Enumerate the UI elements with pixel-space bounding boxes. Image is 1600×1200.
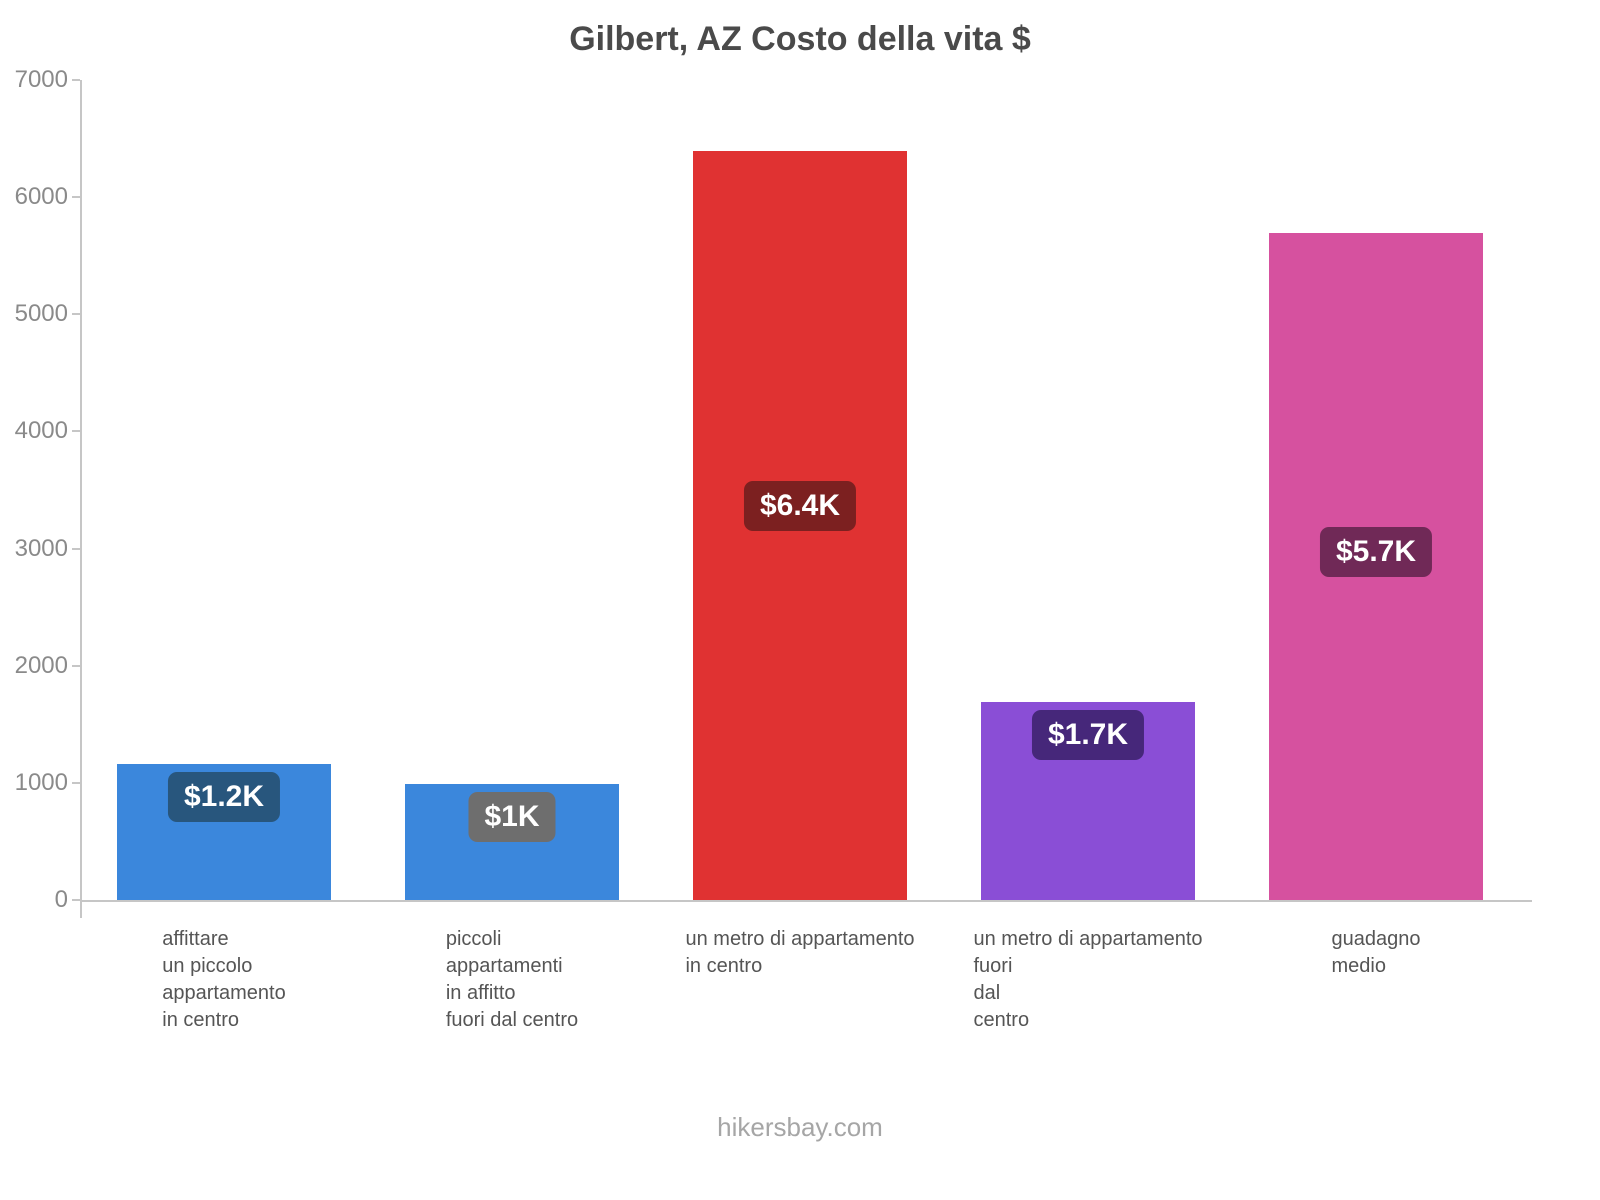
x-label-slot-5: guadagno medio	[1232, 926, 1520, 980]
x-axis-label: guadagno medio	[1331, 928, 1421, 977]
x-axis-label: un metro di appartamento fuori dal centro	[973, 928, 1203, 1031]
bar-value-label-5: $5.7K	[1319, 526, 1433, 577]
watermark: hikersbay.com	[717, 1112, 883, 1142]
y-tick-label: 7000	[14, 66, 68, 93]
x-axis-line	[80, 900, 1532, 902]
plot-wrap: 0 1000 2000 3000 4000 5000 6000 7000 $1.2K affitt…	[15, 66, 1532, 1031]
chart-title: Gilbert, AZ Costo della vita $	[569, 20, 1031, 58]
y-tick-label: 2000	[14, 651, 68, 679]
y-tick-mark	[72, 899, 80, 901]
bar-value-label-4: $1.7K	[1031, 710, 1145, 761]
x-axis-label: piccoli appartamenti in affitto fuori dal c…	[445, 928, 579, 1031]
y-tick-label: 4000	[14, 417, 68, 445]
bar-value-label-3: $6.4K	[743, 480, 857, 531]
y-tick-mark	[72, 313, 80, 316]
y-tick-mark	[72, 664, 80, 667]
y-tick-label: 6000	[14, 183, 68, 211]
x-label-slot-2: piccoli appartamenti in affitto fuori dal c…	[368, 926, 656, 1034]
y-tick-mark	[72, 547, 80, 550]
y-axis-line	[80, 80, 82, 918]
y-tick-label: 0	[54, 886, 68, 913]
x-axis-label: un metro di appartamento in centro	[685, 928, 915, 977]
bar-value-label-1: $1.2K	[167, 772, 281, 823]
y-tick-mark	[72, 781, 80, 784]
x-label-slot-4: un metro di appartamento fuori dal centro	[944, 926, 1232, 1034]
x-label-slot-3: un metro di appartamento in centro	[656, 926, 944, 980]
x-label-slot-1: affittare un piccolo appartamento in centro	[80, 926, 368, 1034]
y-tick-mark	[72, 196, 80, 199]
y-tick-mark	[72, 430, 80, 433]
x-axis-label: affittare un piccolo appartamento in centro	[162, 928, 286, 1031]
y-tick-label: 5000	[14, 300, 68, 328]
y-tick-label: 1000	[14, 768, 68, 796]
y-tick-label: 3000	[14, 534, 68, 562]
bar-value-label-2: $1K	[468, 792, 556, 843]
y-tick-mark	[72, 79, 80, 81]
plot-area: 0 1000 2000 3000 4000 5000 6000 7000 $1.2K affitt…	[15, 66, 1520, 1031]
